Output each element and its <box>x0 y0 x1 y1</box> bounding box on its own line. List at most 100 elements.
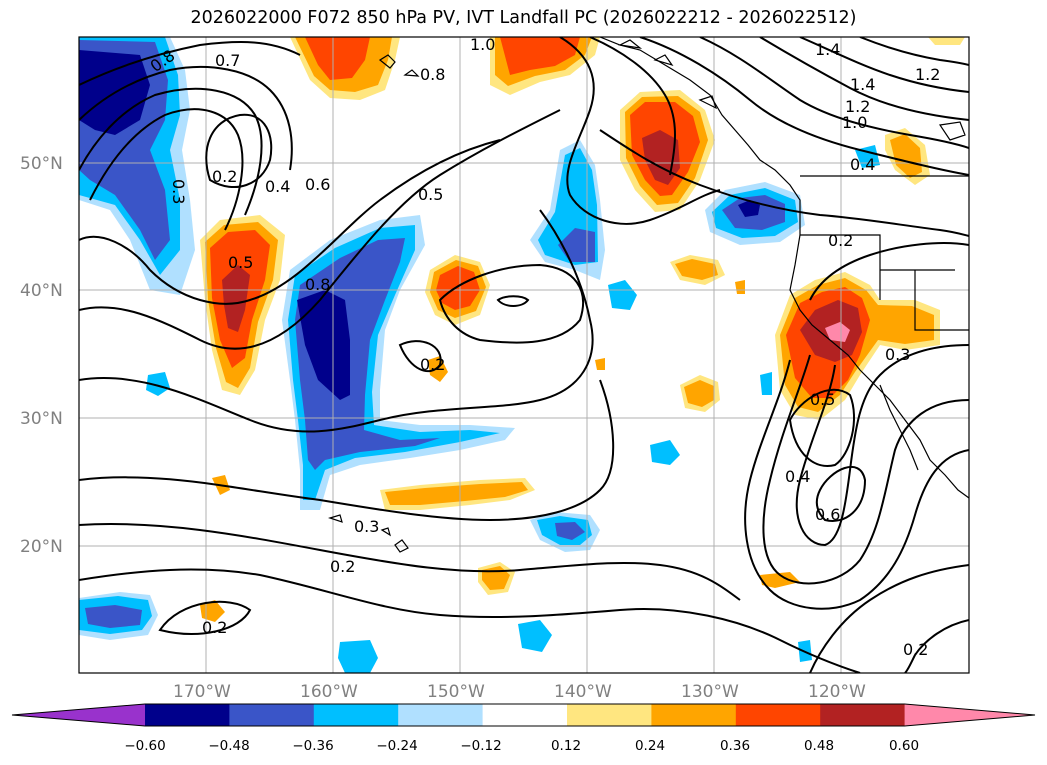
contour-label: 0.2 <box>212 167 237 186</box>
contour-line <box>904 619 969 673</box>
contour-line <box>759 37 969 121</box>
contour-label: 0.2 <box>420 355 445 374</box>
contour-line <box>788 388 856 467</box>
contour-label: 0.7 <box>215 51 240 70</box>
colorbar-tick-label: −0.12 <box>460 738 501 754</box>
contour-label: 0.3 <box>169 179 188 204</box>
contour-label: 0.2 <box>828 231 853 250</box>
contour-line <box>398 340 442 373</box>
lat-label: 30°N <box>20 409 63 429</box>
contour-label: 0.5 <box>418 185 443 204</box>
colorbar-segment <box>313 704 399 726</box>
chart-title: 2026022000 F072 850 hPa PV, IVT Landfall… <box>190 8 857 28</box>
contour-line <box>639 37 969 176</box>
contour-label: 0.8 <box>420 65 445 84</box>
contour-label: 1.4 <box>815 40 840 59</box>
colorbar-tick-labels: −0.60 −0.48 −0.36 −0.24 −0.12 0.12 0.24 … <box>124 738 919 754</box>
coastline-north-america <box>599 37 969 499</box>
lon-label: 140°W <box>554 682 612 702</box>
positive-anomaly-region <box>928 37 965 45</box>
latitude-labels: 50°N 40°N 30°N 20°N <box>20 154 63 557</box>
contour-line <box>89 108 244 231</box>
contour-line <box>79 209 594 433</box>
colorbar-tick-label: 0.12 <box>551 738 581 754</box>
longitude-labels: 170°W 160°W 150°W 140°W 130°W 120°W <box>173 682 866 702</box>
contour-line <box>79 523 741 601</box>
contour-label: 0.8 <box>305 275 330 294</box>
contour-line <box>79 568 861 673</box>
positive-anomaly-region <box>500 37 580 75</box>
contour-label: 0.4 <box>850 155 875 174</box>
coastline-islands <box>328 54 420 553</box>
colorbar-tick-label: 0.24 <box>635 738 665 754</box>
contour-label: 0.4 <box>265 177 290 196</box>
negative-anomaly-region <box>338 640 378 673</box>
contour-line <box>79 139 501 305</box>
positive-anomaly-region <box>428 356 448 382</box>
coastline-baja <box>879 384 919 471</box>
positive-anomaly-region <box>385 482 528 505</box>
contour-label: 0.6 <box>815 505 840 524</box>
negative-anomaly-region <box>146 372 170 396</box>
negative-anomaly-region <box>760 372 772 395</box>
negative-anomaly-region <box>518 620 552 652</box>
positive-anomaly-region <box>436 266 480 310</box>
contour-line <box>559 37 721 225</box>
positive-anomaly-region <box>684 380 714 407</box>
colorbar-segment <box>229 704 315 726</box>
contour-line <box>79 379 615 522</box>
colorbar-segment <box>820 704 906 726</box>
pv-anomaly-fills <box>79 37 965 673</box>
contour-line <box>158 600 252 635</box>
contour-line <box>762 354 969 585</box>
lon-label: 150°W <box>427 682 485 702</box>
positive-anomaly-region <box>675 259 718 280</box>
contour-label: 0.5 <box>228 253 253 272</box>
coastline-islands <box>618 39 966 141</box>
contour-line <box>496 295 530 307</box>
contour-label: 1.2 <box>915 65 940 84</box>
lat-label: 50°N <box>20 154 63 174</box>
contour-label: 1.4 <box>850 75 875 94</box>
lon-label: 170°W <box>173 682 231 702</box>
contour-label: 0.6 <box>305 175 330 194</box>
positive-anomaly-region <box>595 358 605 370</box>
colorbar-tick-label: 0.36 <box>720 738 750 754</box>
colorbar-extend-min <box>12 704 145 726</box>
colorbar-tick-label: 0.48 <box>804 738 834 754</box>
contour-line <box>79 87 263 216</box>
contour-line <box>589 37 676 176</box>
contour-label: 0.3 <box>354 517 379 536</box>
colorbar-segment <box>567 704 652 726</box>
contour-line <box>438 263 585 344</box>
contour-line <box>205 113 273 189</box>
contour-line <box>809 242 969 301</box>
colorbar-segment <box>145 704 230 726</box>
negative-anomaly-region <box>650 440 680 465</box>
colorbar-tick-label: −0.60 <box>124 738 165 754</box>
contour-label: 0.4 <box>785 467 810 486</box>
contour-label: 1.0 <box>842 113 867 132</box>
contour-label: 0.2 <box>330 557 355 576</box>
negative-anomaly-region <box>738 200 760 217</box>
negative-anomaly-region <box>297 290 350 400</box>
contour-line <box>699 37 969 149</box>
colorbar-tick-label: 0.60 <box>889 738 919 754</box>
contour-line <box>799 37 969 93</box>
lon-label: 130°W <box>681 682 739 702</box>
map-frame <box>78 36 970 674</box>
colorbar-segment <box>482 704 568 726</box>
contour-line <box>79 109 561 350</box>
positive-anomaly-region <box>222 265 250 332</box>
colorbar-tick-label: −0.36 <box>292 738 333 754</box>
contour-label: 0.5 <box>810 390 835 409</box>
colorbar <box>11 703 1036 727</box>
negative-anomaly-region <box>555 522 585 540</box>
colorbar-tick-label: −0.24 <box>376 738 417 754</box>
contour-line <box>815 465 867 522</box>
lat-label: 40°N <box>20 281 63 301</box>
colorbar-outline <box>11 703 1036 727</box>
contour-label: 0.2 <box>202 618 227 637</box>
contour-line <box>744 359 969 610</box>
